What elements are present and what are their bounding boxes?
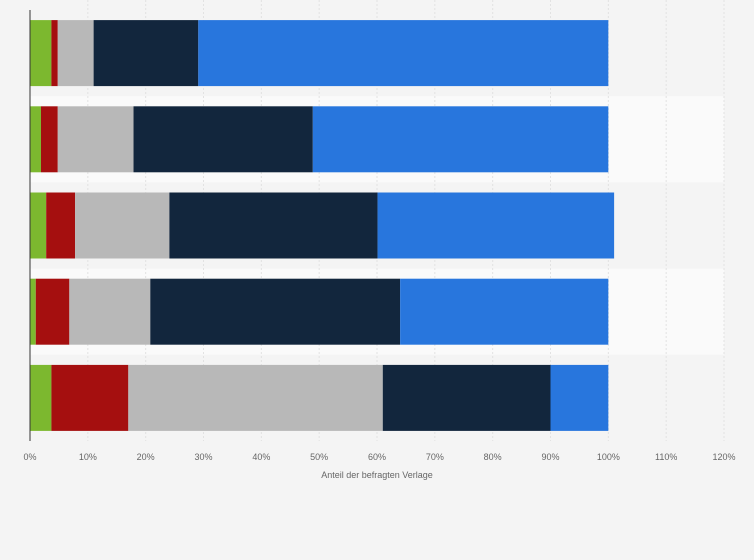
- bar-segment[interactable]: [198, 20, 609, 87]
- bar-segment[interactable]: [75, 192, 170, 259]
- bar-segment[interactable]: [57, 20, 94, 87]
- x-tick-labels: 0% 10% 20% 30% 40% 50% 60% 70% 80% 90% 100% 110% 120…: [23, 452, 735, 462]
- bar-segment[interactable]: [550, 364, 609, 431]
- x-tick-label: 0%: [23, 452, 36, 462]
- x-tick-label: 20%: [137, 452, 155, 462]
- bar-segment[interactable]: [377, 192, 615, 259]
- bar-segment[interactable]: [30, 20, 52, 87]
- x-tick-label: 110%: [655, 452, 677, 462]
- x-tick-label: 30%: [194, 452, 212, 462]
- bars: [30, 20, 615, 431]
- bar-segment[interactable]: [51, 364, 129, 431]
- bar-segment[interactable]: [30, 364, 52, 431]
- bar-segment[interactable]: [57, 106, 134, 173]
- x-axis-title: Anteil der befragten Verlage: [321, 470, 433, 480]
- bar-segment[interactable]: [169, 192, 378, 259]
- x-tick-label: 10%: [79, 452, 97, 462]
- x-tick-label: 80%: [484, 452, 502, 462]
- bar-segment[interactable]: [133, 106, 313, 173]
- x-tick-label: 40%: [252, 452, 270, 462]
- bar-segment[interactable]: [30, 106, 41, 173]
- x-tick-label: 60%: [368, 452, 386, 462]
- bar-segment[interactable]: [69, 278, 151, 345]
- bar-segment[interactable]: [35, 278, 70, 345]
- bar-segment[interactable]: [312, 106, 609, 173]
- bar-segment[interactable]: [40, 106, 58, 173]
- bar-segment[interactable]: [51, 20, 58, 87]
- x-tick-label: 50%: [310, 452, 328, 462]
- bar-segment[interactable]: [30, 192, 47, 259]
- bar-segment[interactable]: [93, 20, 199, 87]
- x-tick-label: 90%: [541, 452, 559, 462]
- x-tick-label: 100%: [597, 452, 620, 462]
- x-tick-label: 70%: [426, 452, 444, 462]
- bar-segment[interactable]: [46, 192, 76, 259]
- bar-segment[interactable]: [150, 278, 401, 345]
- bar-segment[interactable]: [128, 364, 383, 431]
- bar-segment[interactable]: [30, 278, 36, 345]
- bar-segment[interactable]: [400, 278, 609, 345]
- x-tick-label: 120%: [712, 452, 735, 462]
- bar-segment[interactable]: [382, 364, 551, 431]
